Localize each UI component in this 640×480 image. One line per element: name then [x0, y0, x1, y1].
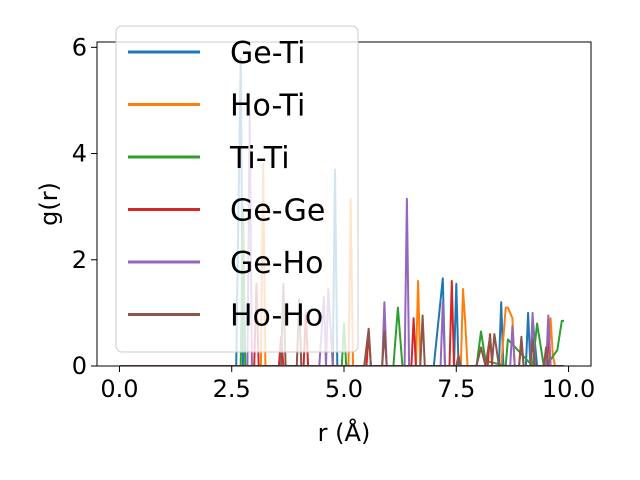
x-axis-label: r (Å) [318, 418, 371, 447]
x-tick-label: 2.5 [213, 375, 251, 403]
legend-label-ge-ge: Ge-Ge [230, 194, 325, 229]
series-line-ho-ti [119, 163, 557, 366]
y-tick-label: 6 [72, 33, 87, 61]
x-tick-label: 0.0 [100, 375, 138, 403]
series-line-ho-ho [119, 282, 565, 366]
series-line-ti-ti [119, 205, 565, 366]
legend: Ge-Ti Ho-Ti Ti-Ti Ge-Ge Ge-Ho Ho-Ho [115, 25, 359, 353]
legend-label-ge-ho: Ge-Ho [230, 246, 323, 281]
y-axis: 0 2 4 6 [72, 33, 97, 380]
series-line-ge-ti [119, 56, 565, 366]
legend-label-ho-ho: Ho-Ho [230, 299, 323, 334]
legend-label-ti-ti: Ti-Ti [229, 141, 290, 176]
y-tick-label: 2 [72, 246, 87, 274]
y-tick-label: 4 [72, 140, 87, 168]
x-axis: 0.0 2.5 5.0 7.5 10.0 [100, 366, 595, 403]
legend-label-ge-ti: Ge-Ti [230, 36, 306, 71]
y-axis-label: g(r) [35, 182, 63, 226]
x-tick-label: 7.5 [437, 375, 475, 403]
y-tick-label: 0 [72, 352, 87, 380]
legend-frame [115, 25, 359, 353]
x-tick-label: 10.0 [542, 375, 595, 403]
x-tick-label: 5.0 [325, 375, 363, 403]
legend-label-ho-ti: Ho-Ti [230, 89, 305, 124]
